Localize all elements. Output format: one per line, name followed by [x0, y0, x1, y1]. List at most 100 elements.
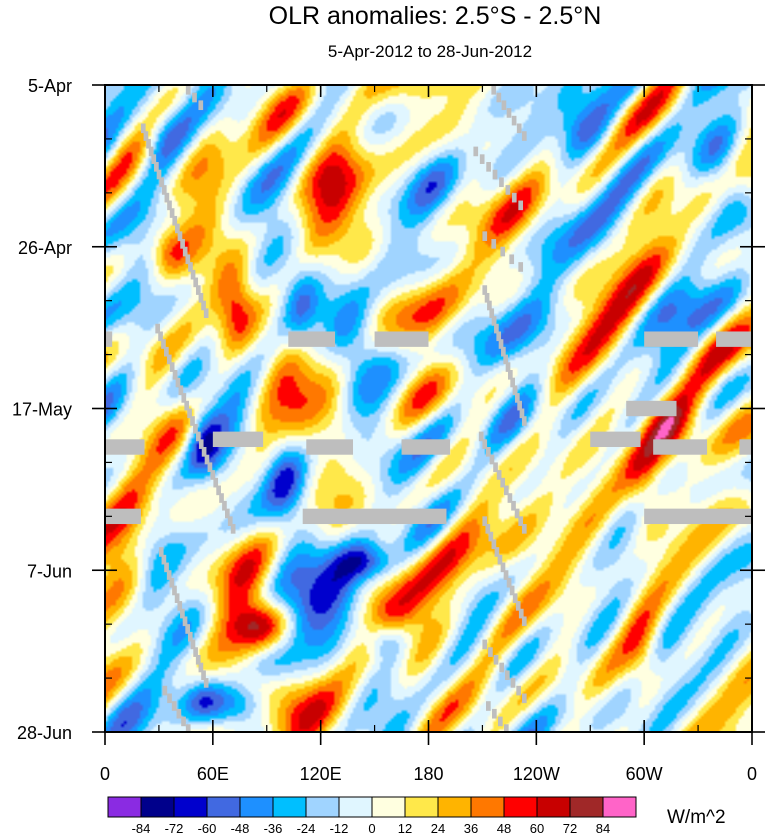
missing-data-step: [482, 439, 488, 449]
missing-data-step: [198, 100, 204, 111]
colorbar-swatch: [239, 796, 274, 818]
y-tick-label: 17-May: [12, 400, 72, 420]
y-tick-label: 5-Apr: [28, 76, 72, 96]
missing-data-step: [143, 131, 149, 141]
missing-data-step: [178, 385, 184, 396]
missing-data-bar: [212, 431, 264, 448]
colorbar-swatch: [404, 796, 439, 818]
missing-data-step: [492, 169, 498, 180]
missing-data-bar: [105, 439, 145, 455]
missing-data-step: [509, 254, 515, 265]
missing-data-step: [489, 308, 495, 318]
missing-data-step: [216, 485, 221, 496]
missing-data-step: [171, 701, 177, 711]
missing-data-step: [493, 654, 499, 665]
colorbar-label: -24: [297, 821, 316, 834]
missing-data-step: [210, 470, 216, 480]
colorbar-label: 0: [368, 821, 375, 834]
missing-data-step: [180, 608, 185, 619]
missing-data-step: [519, 408, 525, 419]
missing-data-bar: [653, 439, 708, 455]
missing-data-bar: [590, 431, 641, 448]
missing-data-step: [161, 554, 167, 565]
missing-data-step: [182, 616, 188, 627]
colorbar-label: 36: [464, 821, 478, 834]
missing-data-step: [181, 716, 186, 727]
missing-data-step: [510, 377, 515, 388]
missing-data-step: [146, 138, 151, 149]
colorbar-swatch: [206, 796, 241, 818]
missing-data-step: [484, 292, 490, 303]
colorbar-swatch: [140, 796, 175, 818]
missing-data-step: [497, 716, 503, 727]
missing-data-step: [166, 354, 172, 365]
missing-data-step: [503, 724, 509, 732]
y-tick-label: 7-Jun: [27, 561, 72, 581]
missing-data-step: [182, 246, 188, 257]
missing-data-step: [518, 262, 524, 272]
missing-data-step: [185, 254, 191, 265]
missing-data-step: [501, 100, 507, 111]
x-tick-label: 0: [100, 764, 110, 784]
missing-data-step: [175, 223, 180, 234]
missing-data-step: [177, 231, 183, 241]
missing-data-bar: [739, 439, 752, 455]
missing-data-step: [478, 431, 484, 442]
missing-data-step: [511, 500, 516, 511]
missing-data-step: [491, 85, 497, 95]
missing-data-step: [159, 177, 164, 188]
missing-data-step: [193, 277, 199, 288]
missing-data-step: [506, 577, 512, 588]
missing-data-step: [482, 516, 488, 526]
missing-data-step: [494, 547, 500, 557]
missing-data-step: [521, 524, 527, 534]
missing-data-step: [492, 708, 497, 719]
missing-data-step: [496, 92, 502, 103]
missing-data-step: [509, 585, 515, 596]
missing-data-step: [169, 362, 175, 372]
missing-data-step: [161, 185, 167, 195]
x-tick-label: 0: [747, 764, 757, 784]
missing-data-step: [204, 454, 210, 465]
missing-data-step: [161, 339, 166, 349]
colorbar: -84 -72 -60 -48 -36 -24 -12 0 12 24 36 48 60 72 84: [107, 796, 637, 834]
x-tick-label: 120E: [300, 764, 342, 784]
colorbar-label: 24: [431, 821, 445, 834]
missing-data-step: [497, 554, 503, 565]
missing-data-step: [488, 647, 493, 657]
missing-data-bar: [105, 508, 141, 525]
missing-data-step: [198, 662, 204, 673]
colorbar-swatch: [470, 796, 505, 818]
missing-data-step: [227, 516, 233, 526]
missing-data-step: [518, 200, 524, 211]
missing-data-step: [185, 724, 191, 732]
missing-data-step: [180, 239, 185, 249]
missing-data-step: [222, 500, 227, 511]
missing-data-step: [510, 678, 516, 688]
missing-data-step: [511, 192, 517, 203]
missing-data-bar: [374, 331, 429, 347]
missing-data-step: [167, 693, 172, 704]
missing-data-step: [514, 508, 520, 519]
missing-data-step: [172, 369, 178, 380]
missing-data-bar: [644, 331, 699, 347]
missing-data-step: [185, 85, 191, 95]
x-tick-label: 60E: [197, 764, 229, 784]
colorbar-swatch: [305, 796, 340, 818]
missing-data-step: [193, 647, 198, 657]
missing-data-step: [185, 624, 191, 634]
missing-data-step: [503, 570, 509, 580]
missing-data-step: [187, 631, 193, 642]
missing-data-step: [190, 639, 196, 650]
missing-data-step: [518, 516, 524, 526]
missing-data-step: [172, 215, 178, 226]
missing-data-step: [516, 123, 522, 134]
missing-data-step: [512, 593, 518, 603]
missing-data-bar: [626, 400, 677, 417]
missing-data-step: [213, 477, 219, 488]
x-tick-label: 120W: [513, 764, 560, 784]
missing-data-step: [201, 670, 206, 681]
missing-data-step: [167, 200, 172, 211]
missing-data-step: [188, 262, 193, 272]
missing-data-step: [203, 678, 209, 688]
